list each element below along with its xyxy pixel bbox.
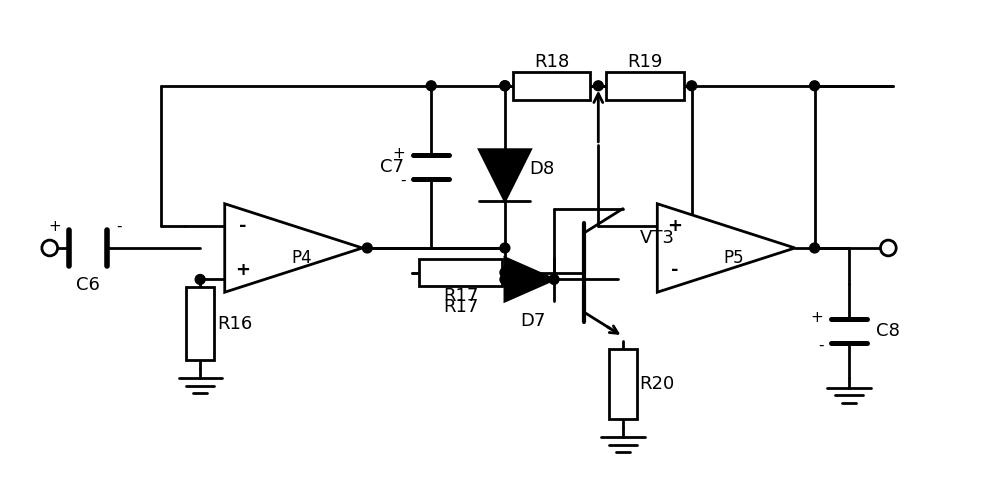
- Polygon shape: [657, 204, 795, 292]
- Text: R19: R19: [627, 53, 663, 71]
- Text: -: -: [239, 217, 246, 235]
- Text: +: +: [235, 261, 250, 279]
- Text: D7: D7: [520, 312, 545, 329]
- Polygon shape: [225, 204, 362, 292]
- Text: R16: R16: [217, 315, 252, 332]
- Circle shape: [810, 243, 820, 253]
- FancyBboxPatch shape: [606, 72, 684, 99]
- Text: C6: C6: [76, 276, 100, 294]
- Text: +: +: [811, 310, 823, 325]
- FancyBboxPatch shape: [186, 288, 214, 360]
- Circle shape: [500, 81, 510, 91]
- Circle shape: [195, 275, 205, 285]
- FancyBboxPatch shape: [419, 259, 502, 287]
- Text: C8: C8: [876, 322, 900, 340]
- Text: R20: R20: [640, 375, 675, 393]
- Polygon shape: [479, 150, 530, 201]
- Text: -: -: [671, 261, 679, 279]
- Circle shape: [362, 243, 372, 253]
- Circle shape: [500, 275, 510, 285]
- Text: P4: P4: [291, 249, 312, 267]
- Text: R17: R17: [443, 298, 478, 316]
- Text: C7: C7: [380, 158, 404, 176]
- Text: -: -: [116, 219, 121, 234]
- FancyBboxPatch shape: [513, 72, 590, 99]
- Text: R18: R18: [534, 53, 569, 71]
- Circle shape: [500, 81, 510, 91]
- Circle shape: [593, 81, 603, 91]
- Text: R17: R17: [443, 287, 478, 305]
- Polygon shape: [505, 258, 554, 301]
- Text: D8: D8: [530, 161, 555, 178]
- Circle shape: [687, 81, 697, 91]
- Circle shape: [549, 275, 559, 285]
- Text: +: +: [393, 146, 406, 161]
- Text: -: -: [400, 173, 406, 188]
- Text: +: +: [48, 219, 61, 234]
- Text: VT3: VT3: [640, 229, 675, 247]
- Circle shape: [500, 243, 510, 253]
- Text: +: +: [667, 217, 682, 235]
- Text: P5: P5: [724, 249, 744, 267]
- Text: -: -: [818, 337, 823, 352]
- Circle shape: [810, 81, 820, 91]
- Circle shape: [500, 268, 510, 278]
- Circle shape: [426, 81, 436, 91]
- FancyBboxPatch shape: [609, 349, 637, 419]
